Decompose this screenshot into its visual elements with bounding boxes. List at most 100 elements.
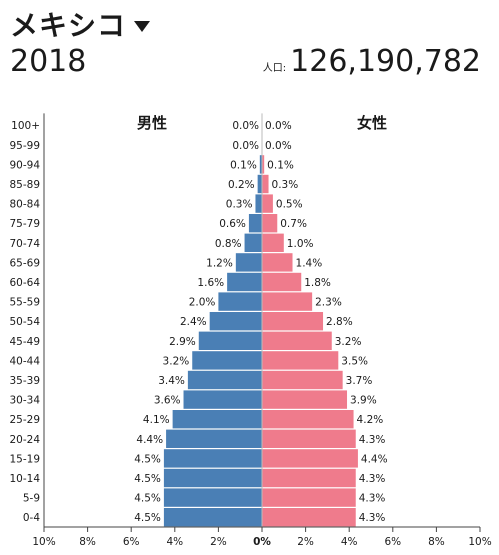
female-value-25-29: 4.2%: [357, 414, 384, 426]
age-label-55-59: 55-59: [9, 297, 40, 309]
age-label-50-54: 50-54: [9, 316, 40, 328]
population-label: 人口:: [262, 63, 287, 74]
female-value-50-54: 2.8%: [326, 316, 353, 328]
male-value-25-29: 4.1%: [143, 414, 170, 426]
male-value-100+: 0.0%: [232, 120, 259, 132]
female-value-0-4: 4.3%: [359, 512, 386, 524]
female-value-45-49: 3.2%: [335, 336, 362, 348]
age-label-30-34: 30-34: [9, 395, 40, 407]
female-bar-5-9: [262, 488, 356, 507]
female-bar-15-19: [262, 449, 358, 468]
male-value-45-49: 2.9%: [169, 336, 196, 348]
female-bar-90-94: [262, 155, 265, 174]
male-value-80-84: 0.3%: [226, 199, 253, 211]
male-header: 男性: [137, 114, 167, 132]
age-label-35-39: 35-39: [9, 375, 40, 387]
female-value-70-74: 1.0%: [287, 238, 314, 250]
female-value-20-24: 4.3%: [359, 434, 386, 446]
female-bar-60-64: [262, 272, 302, 292]
male-bar-55-59: [218, 292, 262, 311]
x-tick-label-9: 8%: [428, 536, 445, 548]
male-bar-0-4: [163, 508, 262, 527]
female-bar-75-79: [262, 214, 278, 233]
male-bar-50-54: [209, 312, 262, 331]
age-label-60-64: 60-64: [9, 277, 40, 289]
age-label-95-99: 95-99: [9, 140, 40, 152]
age-label-75-79: 75-79: [9, 218, 40, 230]
male-bar-35-39: [187, 370, 262, 390]
female-value-75-79: 0.7%: [280, 218, 307, 230]
male-bar-90-94: [259, 155, 262, 174]
female-value-90-94: 0.1%: [267, 159, 294, 171]
male-value-55-59: 2.0%: [189, 297, 216, 309]
female-value-65-69: 1.4%: [296, 257, 323, 269]
male-bar-40-44: [192, 351, 262, 370]
female-value-15-19: 4.4%: [361, 453, 388, 465]
country-selector[interactable]: メキシコ: [10, 4, 151, 44]
female-value-60-64: 1.8%: [304, 277, 331, 289]
male-value-5-9: 4.5%: [134, 493, 161, 505]
female-bar-0-4: [262, 508, 356, 527]
female-bar-85-89: [262, 174, 269, 194]
male-value-30-34: 3.6%: [154, 395, 181, 407]
female-value-5-9: 4.3%: [359, 493, 386, 505]
male-bar-45-49: [198, 331, 262, 350]
male-value-65-69: 1.2%: [206, 257, 233, 269]
female-bar-45-49: [262, 331, 332, 350]
female-bar-65-69: [262, 253, 293, 272]
male-value-90-94: 0.1%: [230, 159, 257, 171]
male-value-35-39: 3.4%: [158, 375, 185, 387]
female-bar-80-84: [262, 194, 273, 213]
age-label-0-4: 0-4: [23, 512, 40, 524]
female-value-55-59: 2.3%: [315, 297, 342, 309]
age-label-90-94: 90-94: [9, 159, 40, 171]
female-bar-10-14: [262, 468, 356, 488]
male-bar-25-29: [172, 410, 262, 429]
male-bar-30-34: [183, 390, 262, 409]
male-value-75-79: 0.6%: [219, 218, 246, 230]
x-tick-label-2: 6%: [123, 536, 140, 548]
male-bar-10-14: [163, 468, 262, 488]
female-value-40-44: 3.5%: [341, 355, 368, 367]
age-label-15-19: 15-19: [9, 453, 40, 465]
female-bar-50-54: [262, 312, 324, 331]
female-value-10-14: 4.3%: [359, 473, 386, 485]
x-tick-label-5: 0%: [253, 536, 271, 548]
female-bar-40-44: [262, 351, 339, 370]
male-bar-20-24: [166, 429, 262, 448]
male-value-70-74: 0.8%: [215, 238, 242, 250]
female-bar-20-24: [262, 429, 356, 448]
male-bar-75-79: [248, 214, 262, 233]
female-bar-70-74: [262, 233, 284, 252]
x-tick-label-3: 4%: [166, 536, 183, 548]
age-label-10-14: 10-14: [9, 473, 40, 485]
age-label-20-24: 20-24: [9, 434, 40, 446]
female-value-85-89: 0.3%: [272, 179, 299, 191]
male-value-15-19: 4.5%: [134, 453, 161, 465]
male-value-0-4: 4.5%: [134, 512, 161, 524]
male-bar-70-74: [244, 233, 262, 252]
male-value-50-54: 2.4%: [180, 316, 207, 328]
female-bar-30-34: [262, 390, 348, 409]
male-bar-65-69: [235, 253, 262, 272]
male-bar-80-84: [255, 194, 262, 213]
age-label-5-9: 5-9: [23, 493, 40, 505]
male-value-85-89: 0.2%: [228, 179, 255, 191]
male-bar-15-19: [163, 449, 262, 468]
age-label-80-84: 80-84: [9, 199, 40, 211]
female-value-80-84: 0.5%: [276, 199, 303, 211]
population-value: 126,190,782: [290, 44, 481, 79]
country-name: メキシコ: [10, 9, 127, 42]
x-tick-label-4: 2%: [210, 536, 227, 548]
x-tick-label-10: 10%: [468, 536, 491, 548]
female-bar-55-59: [262, 292, 313, 311]
female-value-30-34: 3.9%: [350, 395, 377, 407]
female-value-100+: 0.0%: [265, 120, 292, 132]
female-value-35-39: 3.7%: [346, 375, 373, 387]
age-label-65-69: 65-69: [9, 257, 40, 269]
male-value-10-14: 4.5%: [134, 473, 161, 485]
male-bar-85-89: [257, 174, 262, 194]
population-display: 人口: 126,190,782: [263, 44, 481, 79]
female-bar-35-39: [262, 370, 343, 390]
